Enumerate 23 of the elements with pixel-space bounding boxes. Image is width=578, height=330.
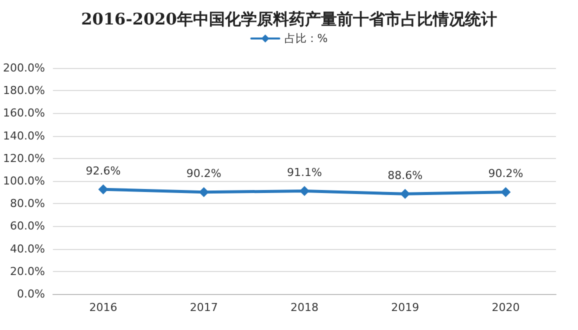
data-label: 90.2%	[488, 167, 524, 180]
x-tick-label: 2019	[391, 301, 420, 314]
y-tick-label: 60.0%	[10, 220, 45, 233]
y-tick-label: 20.0%	[10, 264, 45, 278]
y-tick-label: 80.0%	[10, 197, 45, 210]
legend-label: 占比：%	[284, 32, 328, 45]
data-label: 88.6%	[388, 168, 423, 182]
data-label: 90.2%	[186, 167, 222, 180]
data-label: 91.1%	[286, 166, 322, 180]
x-tick-label: 2018	[290, 301, 318, 314]
y-tick-label: 160.0%	[2, 106, 45, 120]
x-tick-label: 2017	[190, 301, 218, 314]
y-tick-label: 140.0%	[2, 129, 45, 142]
chart-title: 2016-2020年中国化学原料药产量前十省市占比情况统计	[81, 10, 497, 28]
y-tick-label: 40.0%	[10, 242, 45, 256]
y-tick-label: 100.0%	[2, 174, 45, 188]
x-tick-label: 2016	[89, 301, 118, 314]
y-tick-label: 120.0%	[2, 152, 45, 165]
y-tick-label: 200.0%	[2, 62, 45, 74]
y-tick-label: 180.0%	[2, 84, 45, 98]
y-tick-label: 0.0%	[16, 288, 45, 300]
x-tick-label: 2020	[492, 301, 520, 314]
data-label: 92.6%	[86, 164, 121, 178]
